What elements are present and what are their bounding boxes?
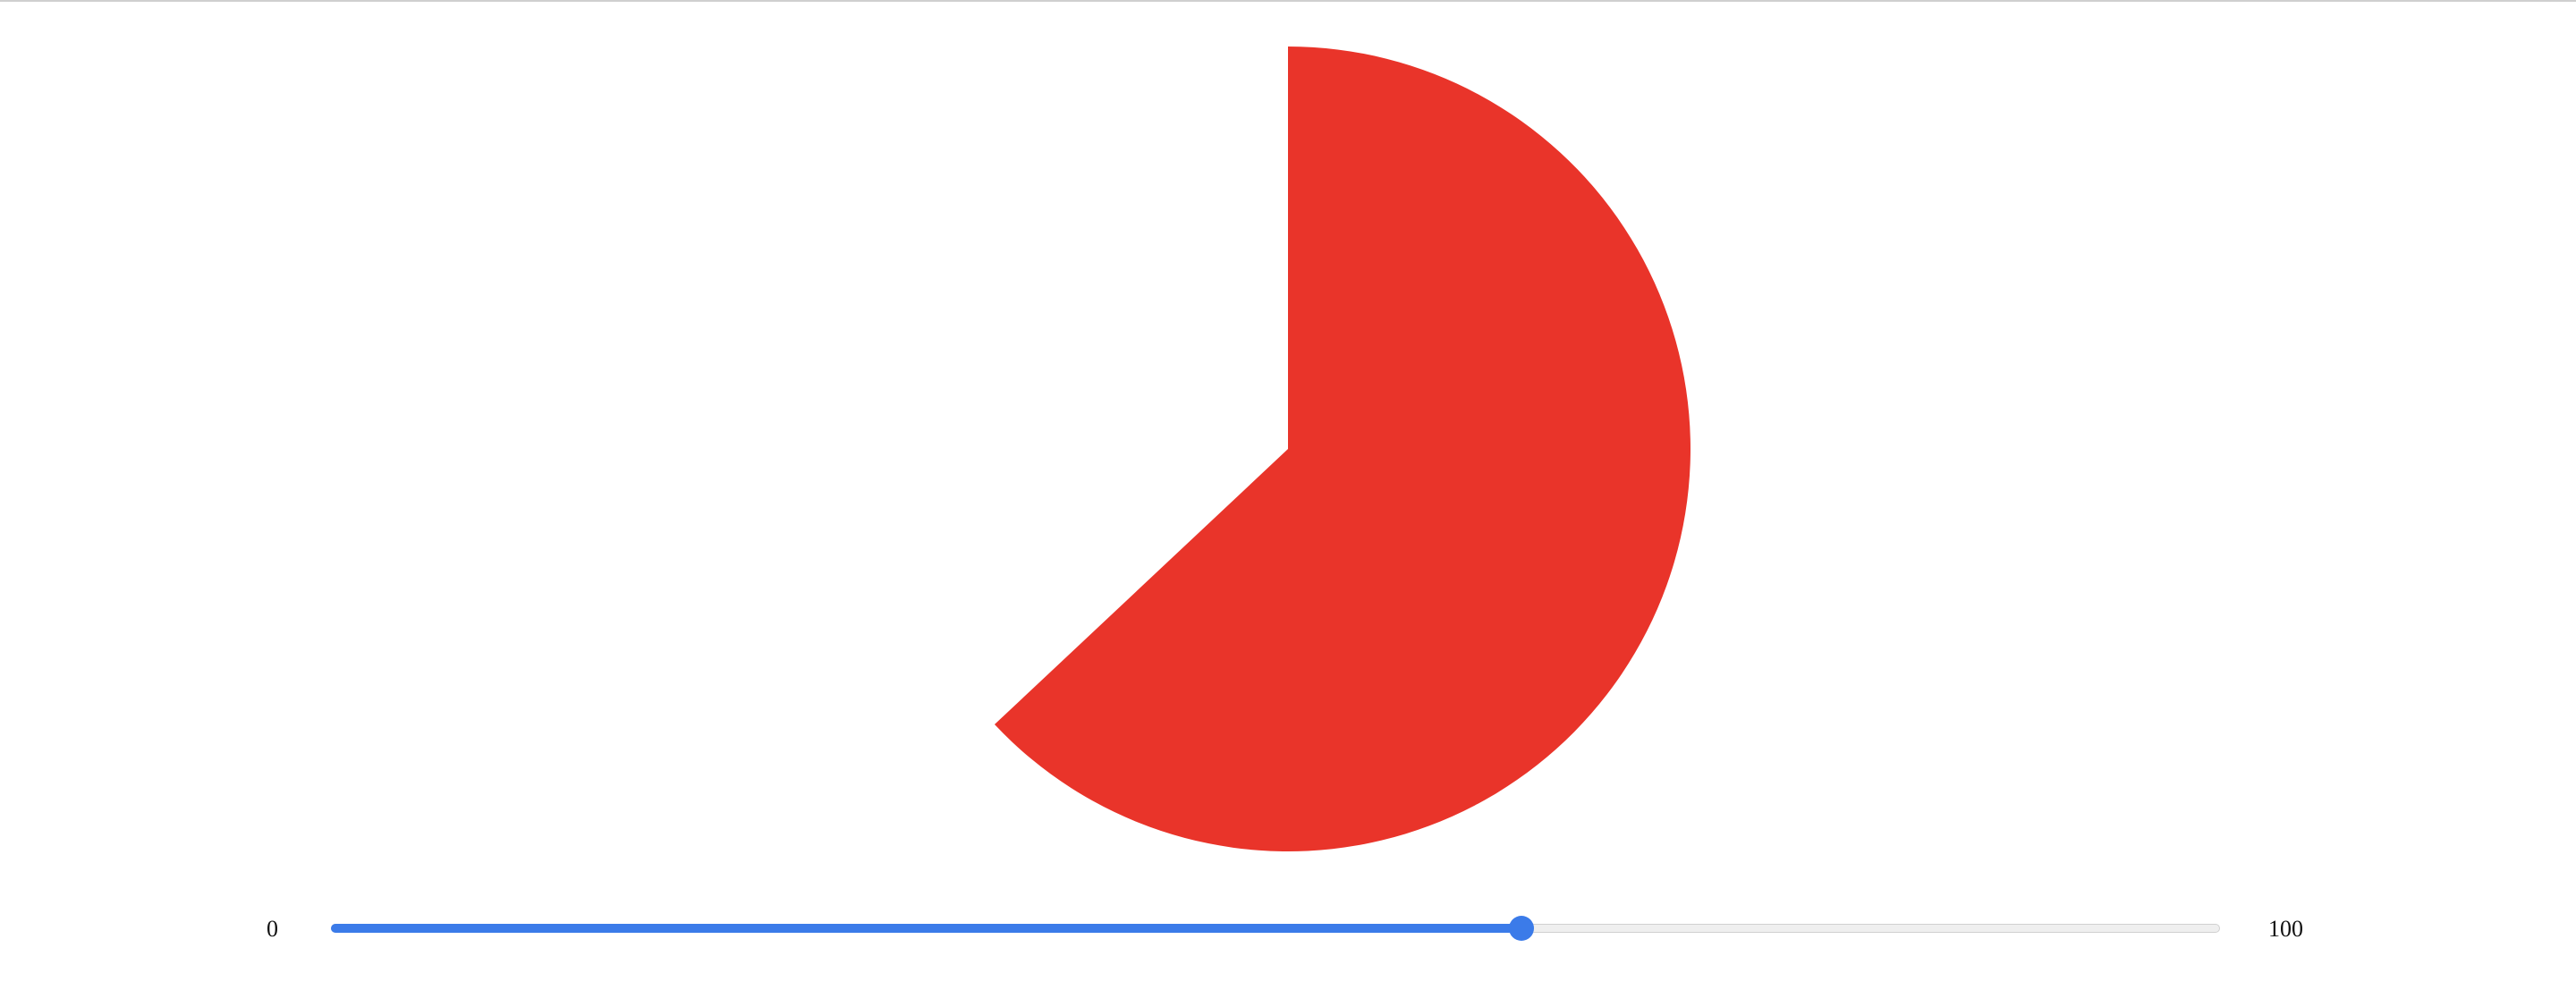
percentage-slider[interactable]: 0 100 (0, 912, 2576, 948)
window-top-border (0, 0, 2576, 2)
slider-min-label: 0 (267, 916, 278, 942)
pie-slice (994, 47, 1690, 851)
slider-max-label: 100 (2268, 916, 2303, 942)
slider-fill (331, 924, 1521, 933)
slider-thumb[interactable] (1508, 916, 1534, 941)
pie-svg (994, 47, 1690, 851)
pie-chart (994, 47, 1690, 851)
